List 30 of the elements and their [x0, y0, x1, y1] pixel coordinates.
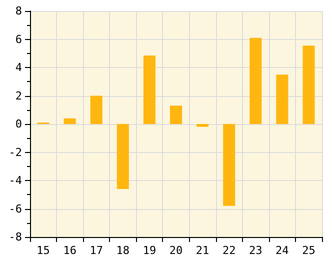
y-tick-label: 0 [15, 118, 22, 130]
x-tick-label: 17 [90, 244, 103, 257]
bar [90, 96, 102, 124]
x-tick-label: 18 [116, 244, 130, 257]
x-tick-label: 21 [196, 244, 210, 257]
y-tick-label: -4 [8, 174, 22, 187]
x-tick-label: 16 [63, 244, 76, 257]
bar [223, 124, 236, 206]
x-tick-label: 25 [302, 244, 316, 257]
bar [116, 124, 129, 189]
x-tick-label: 23 [249, 244, 262, 257]
y-tick-label: 4 [15, 61, 22, 74]
x-tick-label: 19 [142, 244, 156, 257]
bar [170, 106, 182, 124]
y-tick-label: -8 [8, 230, 22, 244]
bar [302, 46, 315, 124]
x-tick-label: 24 [276, 244, 290, 257]
x-tick-label: 20 [169, 244, 183, 257]
y-tick-label: 2 [15, 89, 22, 102]
y-tick-label: -6 [8, 202, 22, 216]
y-tick-label: -2 [8, 146, 22, 159]
x-tick-label: 15 [36, 244, 50, 257]
y-tick-label: 8 [15, 4, 22, 18]
bar [196, 124, 209, 127]
bar [143, 55, 156, 124]
x-tick-label: 22 [222, 244, 236, 257]
y-tick-label: 6 [15, 32, 22, 46]
bar [250, 38, 262, 124]
bar [64, 118, 76, 124]
bar [276, 74, 288, 124]
